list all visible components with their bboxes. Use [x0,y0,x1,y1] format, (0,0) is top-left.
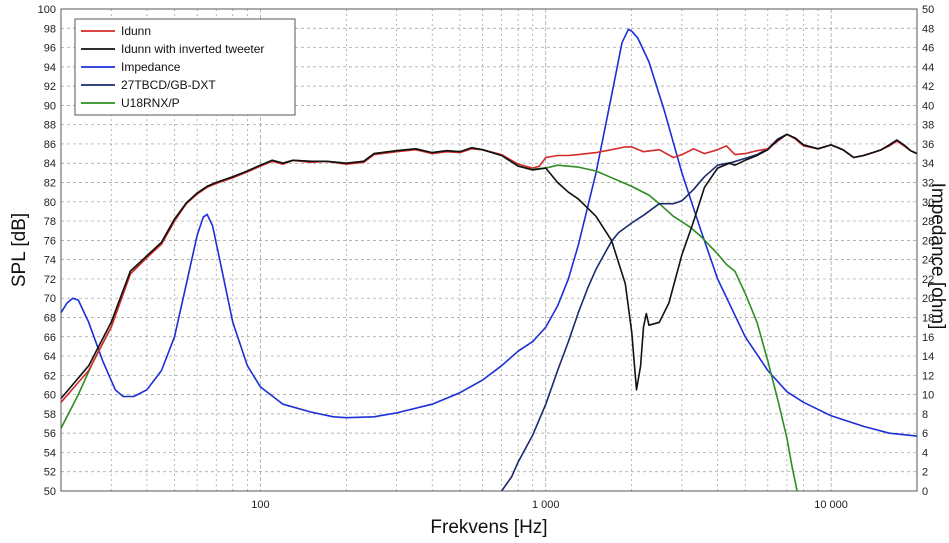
legend-label: Idunn with inverted tweeter [121,42,264,56]
y-tick-label: 82 [44,178,56,190]
y2-tick-label: 50 [922,4,934,16]
y2-tick-label: 48 [922,23,934,35]
y2-tick-label: 14 [922,351,934,363]
legend-label: U18RNX/P [121,96,180,110]
y2-tick-label: 20 [922,293,934,305]
y2-tick-label: 40 [922,100,934,112]
y-tick-label: 60 [44,390,56,402]
y2-tick-label: 6 [922,428,928,440]
y2-tick-label: 36 [922,139,934,151]
y-tick-label: 68 [44,312,56,324]
tick-labels: 5052545658606264666870727476788082848688… [38,4,935,511]
y-tick-label: 66 [44,332,56,344]
y-axis-title: SPL [dB] [9,213,30,287]
y-tick-label: 78 [44,216,56,228]
y2-tick-label: 34 [922,158,934,170]
y2-tick-label: 8 [922,409,928,421]
y-tick-label: 52 [44,467,56,479]
y-tick-label: 86 [44,139,56,151]
x-axis-title: Frekvens [Hz] [430,517,547,538]
x-tick-label: 100 [251,499,269,511]
y2-tick-label: 44 [922,62,934,74]
y2-tick-label: 0 [922,486,928,498]
y-tick-label: 62 [44,370,56,382]
y2-axis-title: Impedance [ohm] [927,183,948,330]
legend: Idunn Idunn with inverted tweeter Impedanc… [74,18,296,116]
legend-label: Impedance [121,60,181,74]
y2-tick-label: 30 [922,197,934,209]
y2-tick-label: 4 [922,447,928,459]
y-tick-label: 80 [44,197,56,209]
y-tick-label: 64 [44,351,56,363]
y-tick-label: 70 [44,293,56,305]
y-tick-label: 90 [44,100,56,112]
y-tick-label: 84 [44,158,56,170]
y-tick-label: 76 [44,235,56,247]
legend-label: Idunn [121,24,151,38]
y-tick-label: 56 [44,428,56,440]
y2-tick-label: 32 [922,178,934,190]
y2-tick-label: 16 [922,332,934,344]
legend-label: 27TBCD/GB-DXT [121,78,216,92]
y-tick-label: 96 [44,43,56,55]
y-tick-label: 98 [44,23,56,35]
y2-tick-label: 24 [922,255,934,267]
y-tick-label: 92 [44,81,56,93]
plot-frame [60,8,918,492]
series-line-impedance [60,28,918,437]
y-tick-label: 94 [44,62,56,74]
y2-tick-label: 42 [922,81,934,93]
x-tick-label: 10 000 [814,499,848,511]
y-tick-label: 50 [44,486,56,498]
y2-tick-label: 10 [922,390,934,402]
y2-tick-label: 46 [922,43,934,55]
y-tick-label: 54 [44,447,56,459]
y-tick-label: 74 [44,255,56,267]
y-tick-label: 72 [44,274,56,286]
y2-tick-label: 26 [922,235,934,247]
y-tick-label: 58 [44,409,56,421]
y2-tick-label: 2 [922,467,928,479]
y2-tick-label: 28 [922,216,934,228]
x-tick-label: 1 000 [532,499,560,511]
y-tick-label: 100 [38,4,56,16]
y2-tick-label: 38 [922,120,934,132]
y2-tick-label: 18 [922,312,934,324]
y2-tick-label: 12 [922,370,934,382]
series-lines [60,28,918,492]
y-tick-label: 88 [44,120,56,132]
series-line-idunn-with-inverted-tweeter [60,133,918,400]
y2-tick-label: 22 [922,274,934,286]
